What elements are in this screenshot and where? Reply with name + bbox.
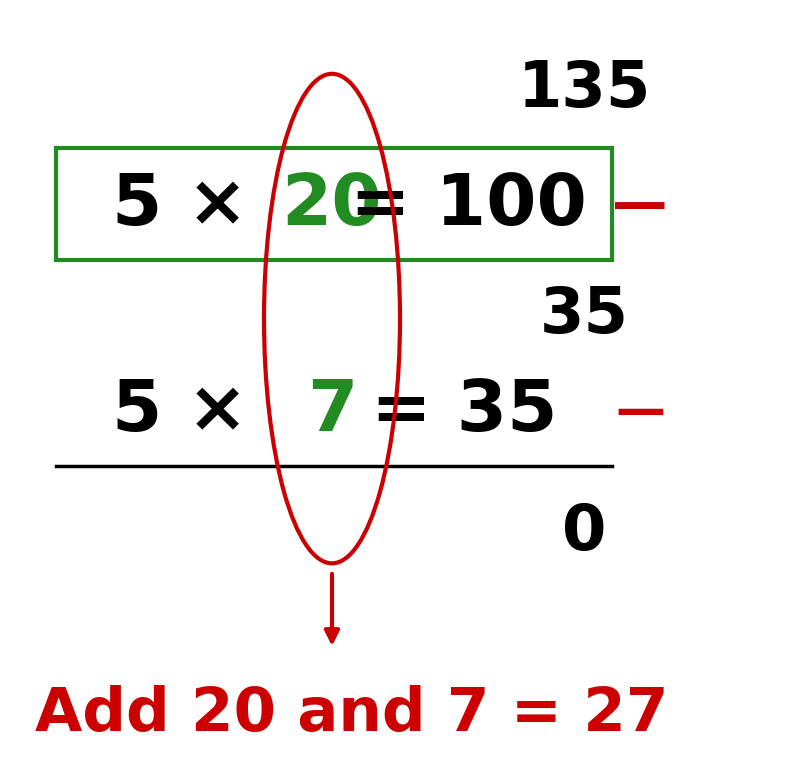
Text: 135: 135: [518, 58, 650, 120]
Text: —: —: [615, 388, 665, 436]
Text: —: —: [612, 179, 668, 233]
Text: 20: 20: [282, 172, 382, 240]
Text: = 100: = 100: [325, 172, 587, 240]
Text: 0: 0: [562, 501, 606, 563]
Text: 5 ×: 5 ×: [111, 172, 273, 240]
Text: = 35: = 35: [346, 378, 558, 446]
Text: Add 20 and 7 = 27: Add 20 and 7 = 27: [35, 685, 669, 744]
Text: 35: 35: [539, 284, 629, 346]
Text: 5 ×: 5 ×: [111, 378, 273, 446]
Text: 7: 7: [307, 378, 357, 446]
